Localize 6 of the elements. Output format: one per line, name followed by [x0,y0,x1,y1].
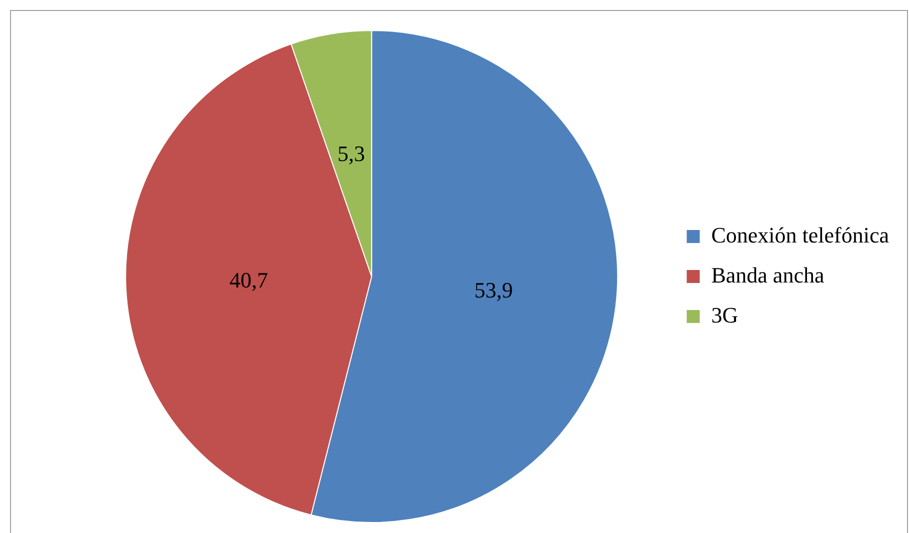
data-label: 53,9 [474,278,513,303]
legend-label: 3G [711,302,738,328]
legend-label: Conexión telefónica [711,222,890,248]
legend-label: Banda ancha [711,262,824,288]
data-label: 5,3 [337,140,365,166]
data-label: 40,7 [229,268,268,292]
